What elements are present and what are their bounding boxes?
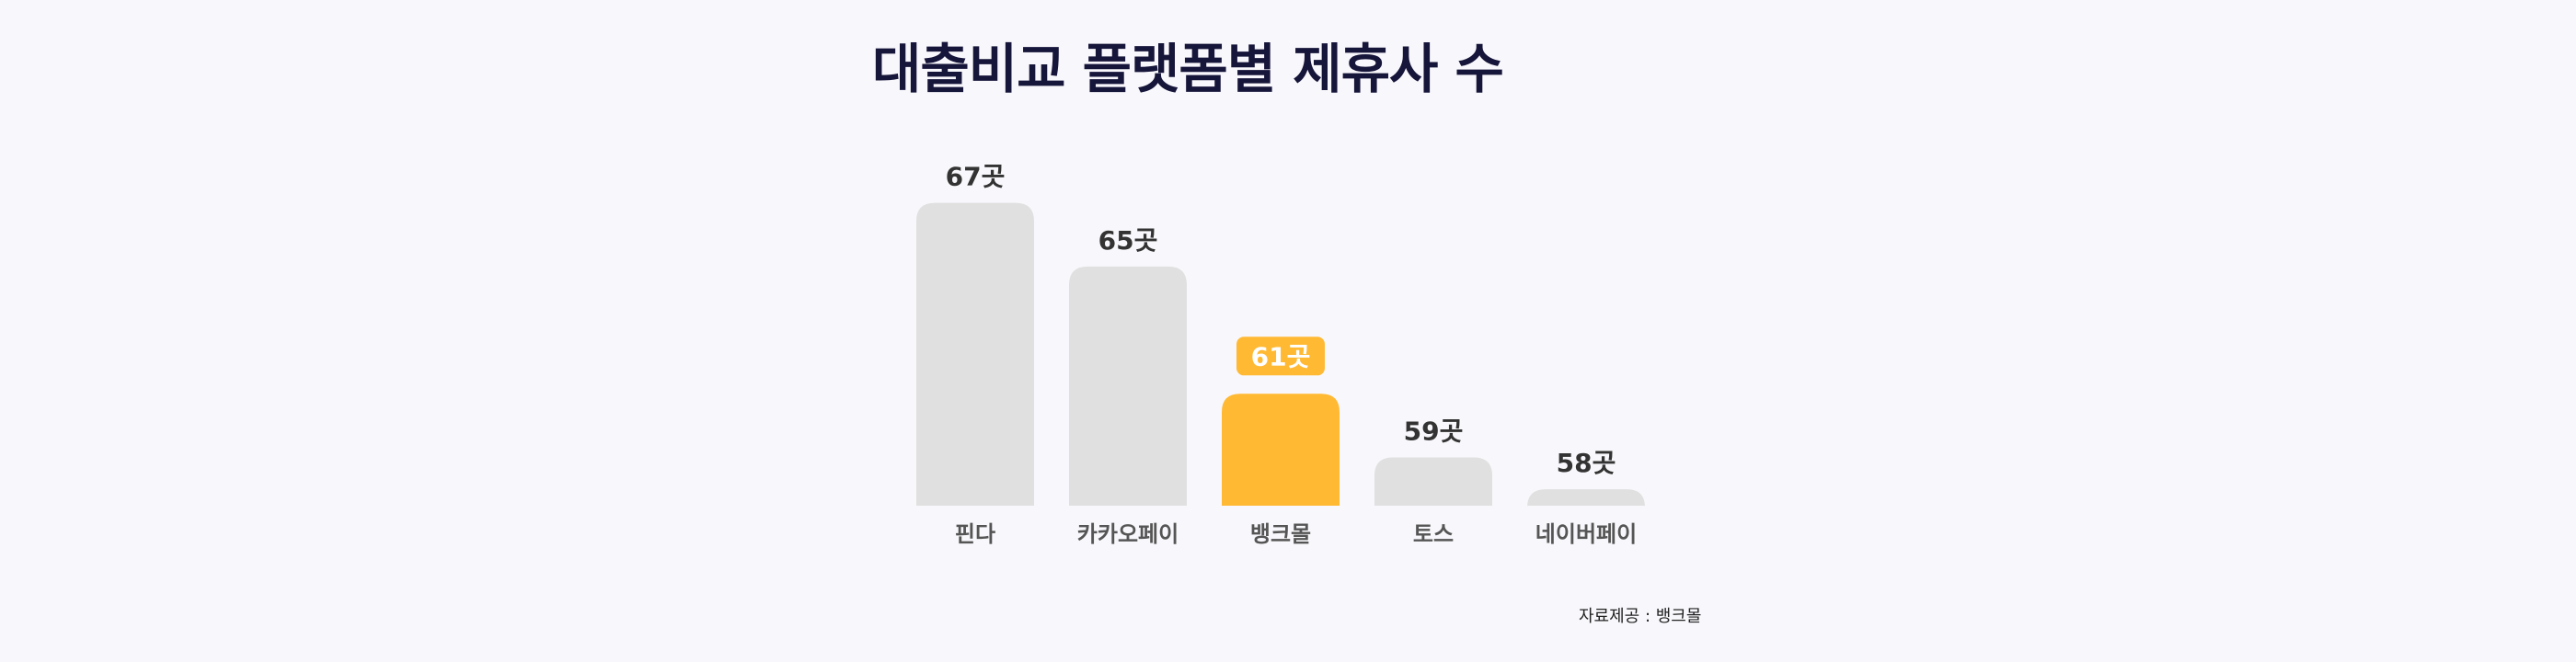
chart-title: 대출비교 플랫폼별 제휴사 수	[872, 38, 1504, 100]
source-note: 자료제공 : 뱅크몰	[1579, 607, 1702, 626]
bar-4	[1374, 457, 1492, 506]
category-label-4: 토스	[1413, 521, 1454, 547]
category-label-1: 핀다	[955, 521, 995, 547]
value-label-2: 65곳	[1098, 225, 1158, 256]
category-label-5: 네이버페이	[1535, 521, 1637, 547]
category-label-3: 뱅크몰	[1250, 521, 1311, 547]
highlight-value-badge	[1236, 337, 1325, 376]
bar-5	[1527, 489, 1645, 508]
bar-2	[1069, 266, 1187, 506]
bar-3	[1222, 394, 1340, 506]
bar-1	[916, 202, 1034, 506]
category-label-2: 카카오페이	[1077, 521, 1179, 547]
value-label-1: 67곳	[946, 162, 1006, 192]
value-label-4: 59곳	[1404, 416, 1464, 446]
value-label-3: 61곳	[1251, 341, 1311, 371]
value-label-5: 58곳	[1557, 448, 1616, 478]
